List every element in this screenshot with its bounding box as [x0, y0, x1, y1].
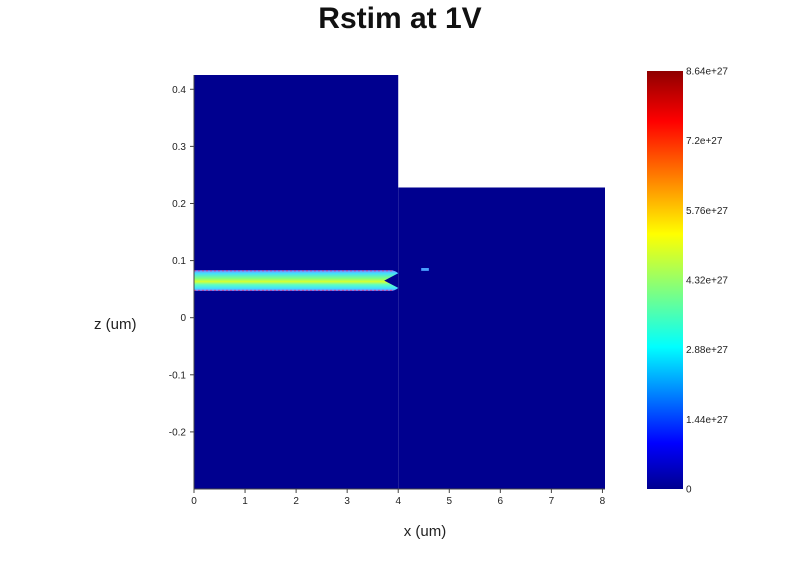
- x-tick-label-7: 7: [549, 496, 555, 507]
- y-tick-label-2: 0.2: [172, 199, 186, 210]
- y-tick-label-1: 0.3: [172, 142, 186, 153]
- colorbar-tick-label-3: 4.32e+27: [686, 276, 728, 287]
- x-tick-label-5: 5: [446, 496, 452, 507]
- domain-region-1: [398, 187, 605, 490]
- x-tick-label-6: 6: [498, 496, 504, 507]
- chart-title: Rstim at 1V: [318, 2, 482, 35]
- colorbar-tick-label-1: 7.2e+27: [686, 136, 723, 147]
- x-axis-label: x (um): [403, 523, 447, 540]
- colorbar-tick-label-0: 8.64e+27: [686, 67, 728, 78]
- y-tick-label-3: 0.1: [172, 256, 186, 267]
- colorbar-tick-label-2: 5.76e+27: [686, 206, 728, 217]
- feature-layer: [194, 268, 429, 291]
- y-tick-label-4: 0: [180, 313, 186, 324]
- colorbar-tick-label-6: 0: [686, 485, 692, 496]
- high-rstim-band: [194, 270, 399, 291]
- x-tick-label-8: 8: [600, 496, 606, 507]
- y-tick-label-5: -0.1: [169, 370, 187, 381]
- colorbar-layer: 8.64e+27 7.2e+27 5.76e+27 4.32e+27 2.88e+27 1…: [647, 67, 728, 496]
- colorbar-tick-label-5: 1.44e+27: [686, 415, 728, 426]
- x-tick-label-4: 4: [395, 496, 401, 507]
- y-tick-label-6: -0.2: [169, 427, 187, 438]
- x-tick-label-3: 3: [344, 496, 350, 507]
- small-rstim-spot: [421, 268, 429, 271]
- axes-layer: 0 1 2 3 4 5 6 7 8 0.4 0.3 0.2 0.1 0 -0.1 -0.2: [169, 75, 606, 507]
- x-tick-label-2: 2: [293, 496, 299, 507]
- x-tick-label-0: 0: [191, 496, 197, 507]
- y-tick-label-0: 0.4: [172, 85, 186, 96]
- colorbar-gradient: [647, 71, 683, 489]
- colorbar-tick-label-4: 2.88e+27: [686, 345, 728, 356]
- x-tick-label-1: 1: [242, 496, 248, 507]
- y-axis-label: z (um): [94, 316, 137, 333]
